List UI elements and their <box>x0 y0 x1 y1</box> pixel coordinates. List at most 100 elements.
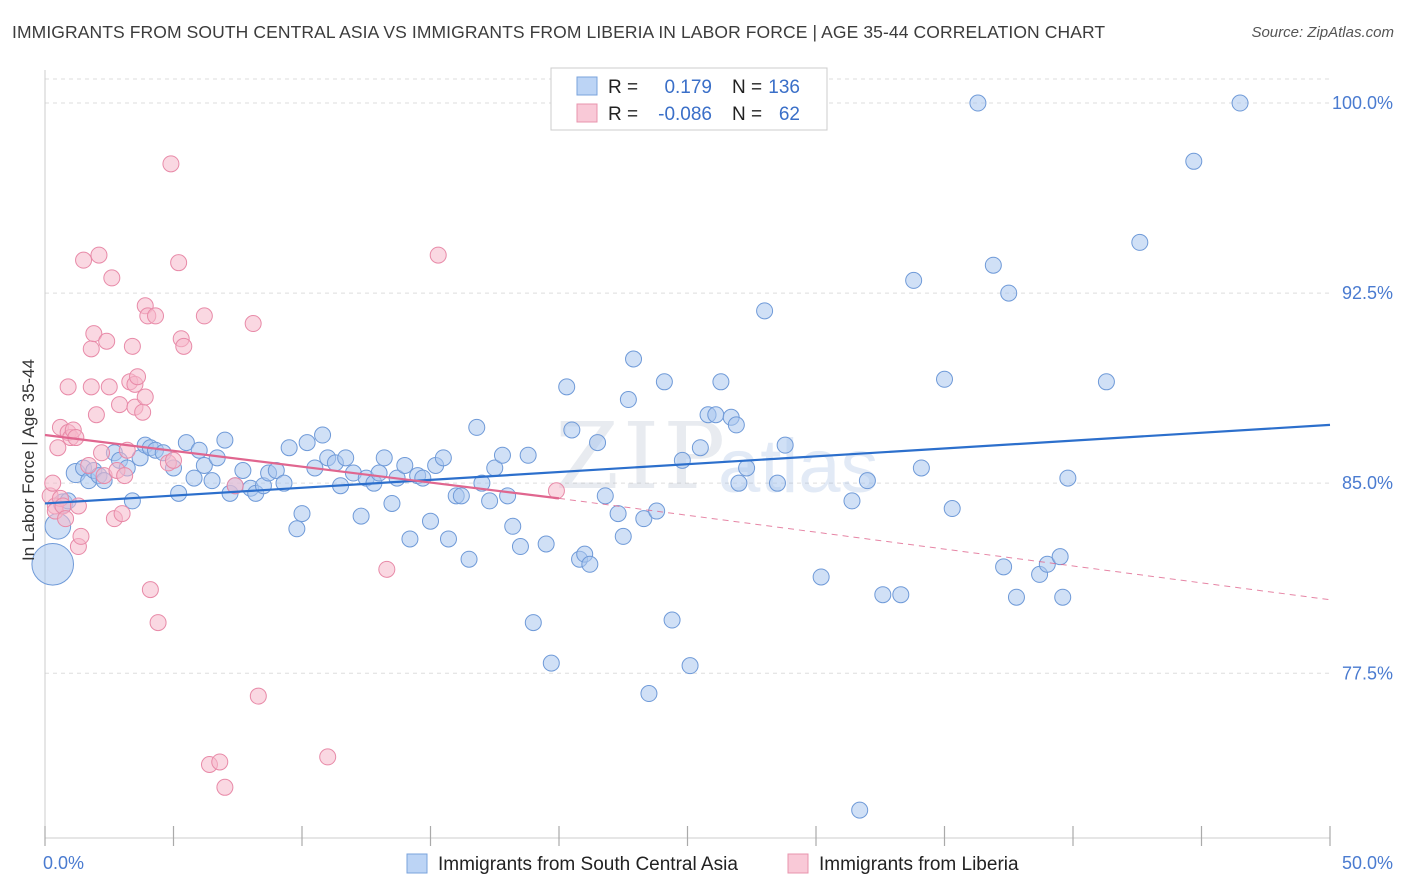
legend-swatch-blue <box>576 76 598 96</box>
bottom-legend-swatch-blue <box>406 853 428 874</box>
point-pink-27 <box>100 378 118 396</box>
point-blue-82 <box>581 555 599 573</box>
legend-n-value-blue: 136 <box>768 77 800 98</box>
point-blue-72 <box>504 517 522 535</box>
point-blue-125 <box>1059 469 1077 487</box>
point-pink-26 <box>98 332 116 350</box>
point-blue-61 <box>434 449 452 467</box>
legend-n-label-pink: N = <box>732 104 762 125</box>
point-pink-18 <box>80 456 98 474</box>
point-blue-123 <box>1051 548 1069 566</box>
point-pink-46 <box>149 614 167 632</box>
tick-labels: 77.5% 85.0% 92.5% 100.0% 0.0% 50.0% <box>43 93 1393 873</box>
point-pink-60 <box>319 748 337 766</box>
y-tick-label-2: 92.5% <box>1342 283 1393 303</box>
point-pink-28 <box>103 269 121 287</box>
point-pink-42 <box>136 388 154 406</box>
point-pink-17 <box>75 251 93 269</box>
point-blue-104 <box>756 302 774 320</box>
point-blue-76 <box>537 535 555 553</box>
point-pink-23 <box>90 246 108 264</box>
point-blue-130 <box>969 94 987 112</box>
point-blue-59 <box>422 512 439 530</box>
point-blue-114 <box>912 459 930 477</box>
point-blue-53 <box>383 494 401 512</box>
x-tick-label-1: 50.0% <box>1342 853 1393 873</box>
point-blue-128 <box>1185 152 1203 170</box>
point-pink-31 <box>111 396 129 414</box>
point-blue-90 <box>640 685 658 703</box>
legend-r-label-blue: R = <box>608 77 638 98</box>
point-blue-75 <box>524 614 542 632</box>
point-blue-62 <box>439 530 457 548</box>
point-blue-106 <box>776 436 794 454</box>
point-blue-95 <box>681 657 699 675</box>
point-blue-48 <box>352 507 370 525</box>
point-blue-74 <box>519 446 537 464</box>
point-blue-113 <box>905 271 923 289</box>
point-blue-27 <box>216 431 234 449</box>
point-pink-24 <box>93 444 111 462</box>
point-blue-38 <box>288 520 306 538</box>
series-liberia <box>41 155 565 796</box>
point-pink-33 <box>116 467 134 485</box>
point-pink-52 <box>175 337 193 355</box>
y-tick-label-1: 85.0% <box>1342 473 1393 493</box>
point-pink-49 <box>165 451 182 469</box>
point-blue-102 <box>730 474 748 492</box>
point-blue-124 <box>1054 588 1072 606</box>
point-blue-87 <box>619 391 637 409</box>
point-blue-52 <box>375 449 393 467</box>
bottom-legend-label-pink: Immigrants from Liberia <box>819 854 1019 875</box>
point-pink-21 <box>85 325 103 343</box>
bottom-legend: Immigrants from South Central Asia Immig… <box>406 853 1019 875</box>
point-pink-58 <box>244 315 262 333</box>
point-blue-88 <box>625 350 643 368</box>
point-blue-103 <box>738 459 756 477</box>
point-blue-30 <box>234 462 252 480</box>
point-blue-37 <box>280 439 298 457</box>
point-blue-78 <box>558 378 576 396</box>
point-pink-40 <box>134 403 152 421</box>
point-pink-53 <box>195 307 213 325</box>
point-blue-68 <box>481 492 499 510</box>
point-blue-42 <box>314 426 332 444</box>
source-credit: Source: ZipAtlas.com <box>1251 24 1394 41</box>
point-blue-107 <box>812 568 830 586</box>
legend-r-value-pink: -0.086 <box>658 104 712 125</box>
point-pink-10 <box>59 378 77 396</box>
legend-swatch-pink <box>576 103 598 123</box>
point-blue-96 <box>691 439 709 457</box>
point-blue-21 <box>177 434 195 452</box>
series-south-central-asia <box>31 94 1249 819</box>
legend-r-value-blue: 0.179 <box>664 77 712 98</box>
point-blue-73 <box>511 538 529 556</box>
trend-lines <box>44 423 1331 601</box>
point-blue-109 <box>851 801 869 819</box>
point-blue-83 <box>589 434 607 452</box>
chart-title: IMMIGRANTS FROM SOUTH CENTRAL ASIA VS IM… <box>12 22 1106 42</box>
point-pink-36 <box>123 337 141 355</box>
point-blue-46 <box>337 449 355 467</box>
point-pink-55 <box>211 753 229 771</box>
point-pink-1 <box>44 474 62 492</box>
point-pink-62 <box>429 246 447 264</box>
trend-line-pink-extension <box>558 497 1331 601</box>
point-blue-129 <box>1231 94 1249 112</box>
point-blue-65 <box>460 550 478 568</box>
point-blue-56 <box>401 530 419 548</box>
point-pink-48 <box>162 155 180 173</box>
y-tick-label-3: 100.0% <box>1332 93 1393 113</box>
point-pink-59 <box>249 687 267 705</box>
point-blue-111 <box>874 586 892 604</box>
point-blue-25 <box>203 472 221 490</box>
point-blue-118 <box>995 558 1013 576</box>
legend-r-label-pink: R = <box>608 104 638 125</box>
point-blue-99 <box>712 373 730 391</box>
legend-n-value-pink: 62 <box>779 104 800 125</box>
point-blue-39 <box>293 505 311 523</box>
point-blue-117 <box>984 256 1002 274</box>
point-blue-20 <box>170 484 188 502</box>
point-blue-108 <box>843 492 861 510</box>
